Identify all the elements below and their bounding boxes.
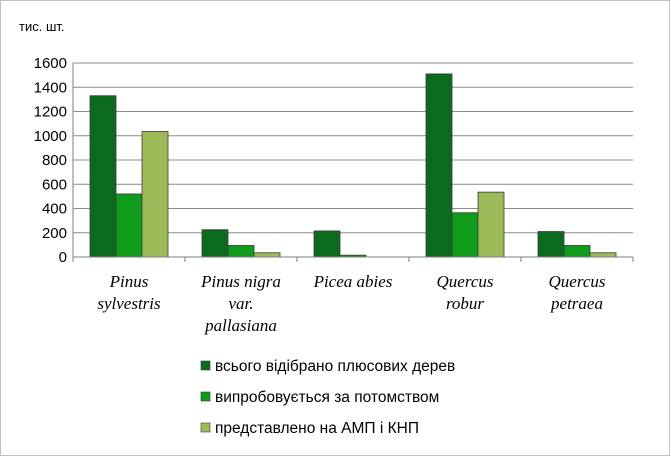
bar bbox=[589, 252, 617, 258]
category-label-line: Pinus nigra bbox=[200, 272, 281, 291]
y-tick-label: 800 bbox=[42, 152, 67, 169]
category-label-line: Quercus bbox=[437, 272, 494, 291]
y-tick-label: 1000 bbox=[34, 128, 67, 145]
category-label: Pinus nigra var. pallasiana bbox=[200, 272, 281, 335]
y-tick-label: 200 bbox=[42, 225, 67, 242]
bar bbox=[313, 230, 341, 258]
bar bbox=[253, 252, 281, 258]
legend: всього відібрано плюсових дерев випробову… bbox=[200, 358, 455, 437]
category-label-line: Picea abies bbox=[313, 272, 393, 291]
category-label-line: var. bbox=[228, 294, 253, 313]
legend-label: представлено на АМП і КНП bbox=[215, 420, 419, 437]
y-tick-label: 0 bbox=[59, 249, 67, 266]
bar bbox=[537, 231, 565, 258]
category-label-line: Pinus bbox=[109, 272, 149, 291]
bar bbox=[425, 73, 453, 258]
category-labels: Pinus sylvestris Pinus nigra var. pallasiana… bbox=[97, 272, 606, 335]
category-label: Quercus robur bbox=[437, 272, 494, 313]
bar bbox=[477, 191, 505, 258]
y-tick-label: 1400 bbox=[34, 79, 67, 96]
y-tick-label: 1600 bbox=[34, 55, 67, 72]
bar bbox=[201, 229, 229, 258]
y-tick-label: 1200 bbox=[34, 104, 67, 121]
bar bbox=[451, 212, 479, 258]
legend-label: всього відібрано плюсових дерев bbox=[215, 358, 455, 375]
unit-label: тис. шт. bbox=[19, 19, 65, 34]
bar bbox=[227, 245, 255, 258]
legend-swatch bbox=[200, 422, 211, 433]
bar bbox=[141, 131, 169, 258]
bar bbox=[115, 193, 143, 258]
bar bbox=[563, 245, 591, 258]
axes bbox=[72, 63, 634, 262]
bar bbox=[89, 95, 117, 258]
category-label: Picea abies bbox=[313, 272, 393, 291]
legend-swatch bbox=[200, 391, 211, 402]
category-label-line: petraea bbox=[550, 294, 603, 313]
legend-label: випробовується за потомством bbox=[215, 389, 439, 406]
category-label-line: sylvestris bbox=[97, 294, 161, 313]
category-label-line: Quercus bbox=[549, 272, 606, 291]
category-label-line: robur bbox=[446, 294, 484, 313]
legend-swatch bbox=[200, 360, 211, 371]
category-label: Pinus sylvestris bbox=[97, 272, 161, 313]
category-label-line: pallasiana bbox=[204, 316, 277, 335]
y-tick-labels: 0 200 400 600 800 1000 1200 1400 1600 bbox=[34, 55, 67, 266]
y-tick-label: 600 bbox=[42, 176, 67, 193]
y-tick-label: 400 bbox=[42, 201, 67, 218]
bars bbox=[89, 73, 617, 258]
category-label: Quercus petraea bbox=[549, 272, 606, 313]
